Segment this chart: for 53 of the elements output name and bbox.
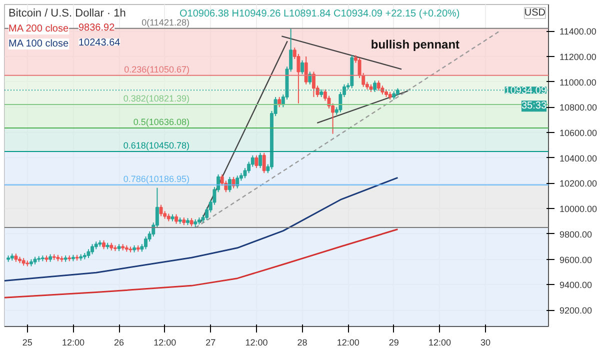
y-tick-label: 9800.00: [560, 229, 592, 240]
x-tick-label: 12:00: [428, 338, 451, 348]
annotation: 9836.92: [78, 22, 116, 34]
y-tick-label: 10600.00: [560, 128, 598, 138]
x-tick-label: 12:00: [154, 338, 176, 348]
candlestick: [300, 60, 304, 75]
ref-line-label: 0.236(11050.67): [124, 64, 190, 74]
candlestick: [262, 152, 266, 174]
ref-line-label: 0.5(10636.08): [133, 116, 190, 127]
x-tick-label: 28: [297, 338, 308, 348]
y-tick-label: 10200.00: [560, 178, 598, 189]
text: MA 100 close: [8, 38, 69, 50]
candlestick: [254, 154, 258, 169]
candlestick: [228, 176, 232, 193]
x-tick-label: 12:00: [245, 338, 268, 348]
x-tick-label: 12:00: [62, 338, 84, 348]
y-tick-label: 10000.00: [560, 204, 598, 214]
x-tick-label: 29: [388, 338, 399, 348]
candlestick: [376, 80, 380, 92]
x-tick-label: 30: [480, 338, 491, 348]
candlestick: [232, 176, 236, 189]
text: MA 200 close: [8, 24, 69, 34]
chart-title: Bitcoin / U.S. Dollar · 1h: [8, 8, 126, 20]
candlestick: [258, 152, 262, 169]
annotation: bullish pennant: [370, 38, 460, 52]
ref-line-label: 0.786(10186.95): [123, 174, 190, 184]
y-tick-label: 9400.00: [560, 280, 592, 290]
annotation: 35:33: [521, 100, 547, 112]
candlestick: [308, 71, 312, 85]
x-tick-label: 25: [22, 338, 32, 348]
candlestick: [159, 204, 163, 217]
ref-line-label: 0.382(10821.39): [123, 93, 190, 104]
candlestick: [304, 56, 308, 85]
candlestick: [312, 71, 316, 98]
annotation: O10906.38 H10949.26 L10891.84 C10934.09 +22.15 (+0.20%): [180, 8, 460, 20]
x-tick-label: 12:00: [336, 338, 360, 348]
ref-line-label: 0(11421.28): [142, 17, 190, 28]
candlestick: [236, 175, 240, 189]
annotation: 10243.64: [78, 38, 121, 48]
y-tick-label: 11200.00: [560, 52, 596, 62]
x-tick-label: 27: [206, 338, 216, 348]
y-tick-label: 11400.00: [560, 26, 596, 37]
y-tick-label: 10800.00: [560, 102, 598, 113]
x-tick-label: 26: [114, 338, 124, 348]
y-tick-label: 9200.00: [560, 306, 592, 316]
y-axis-title: USD: [524, 8, 546, 18]
y-tick-label: 10400.00: [560, 153, 598, 164]
candlestick: [90, 244, 94, 255]
y-tick-label: 11000.00: [560, 77, 596, 88]
candlestick: [144, 236, 148, 250]
ref-line-label: 0.618(10450.78): [123, 140, 190, 150]
y-tick-label: 9600.00: [560, 254, 592, 265]
candlestick: [174, 214, 178, 224]
